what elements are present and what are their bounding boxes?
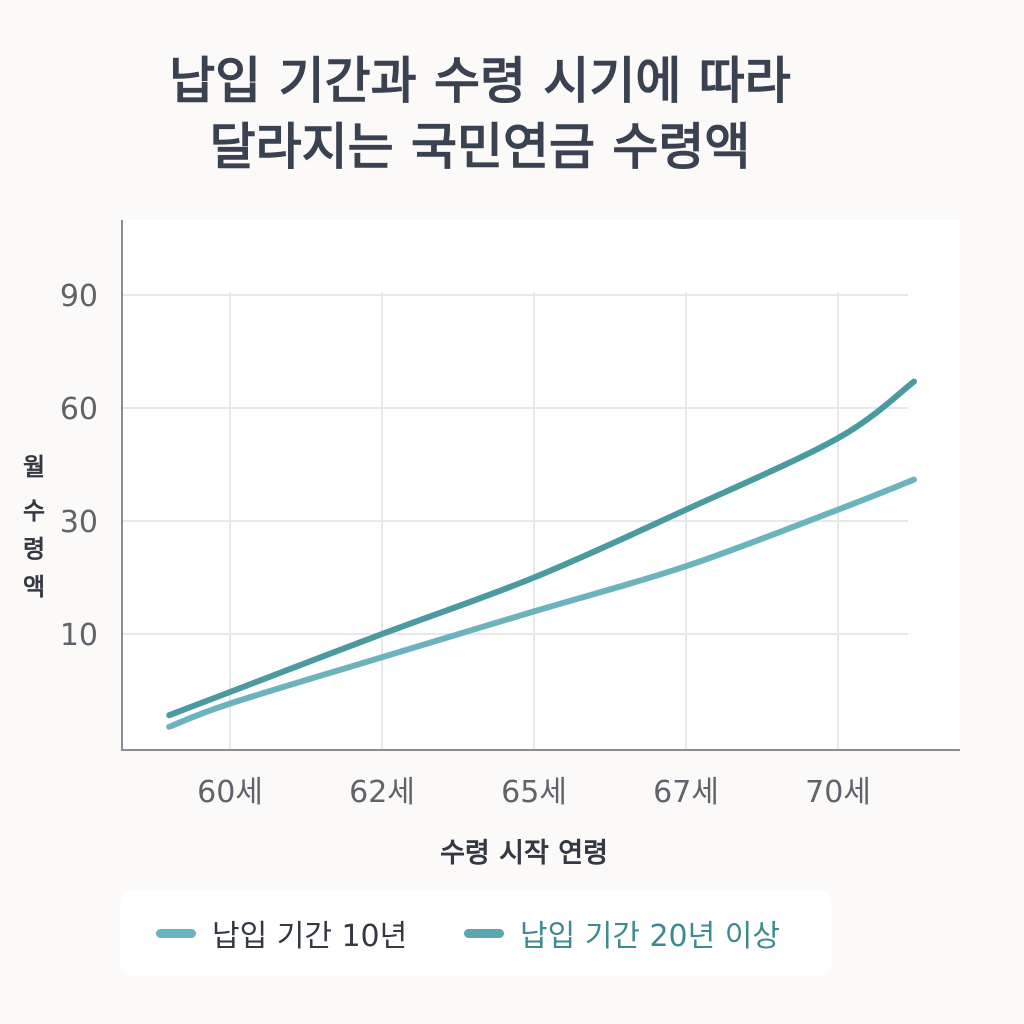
x-tick-label-2: 65세 <box>501 775 567 810</box>
y-tick-label-10: 10 <box>60 618 98 653</box>
chart-title-line-1: 납입 기간과 수령 시기에 따라 <box>169 52 791 110</box>
series-lines <box>166 378 917 730</box>
y-tick-label-30: 30 <box>60 505 98 540</box>
y-tick-label-90: 90 <box>60 279 98 314</box>
legend-item-20yr: 납입 기간 20년 이상 <box>464 911 780 955</box>
legend: 납입 기간 10년 납입 기간 20년 이상 <box>120 890 832 976</box>
chart-title-line-2: 달라지는 국민연금 수령액 <box>209 118 751 176</box>
x-axis-label: 수령 시작 연령 <box>440 838 608 869</box>
y-axis-label-char-1: 수 <box>23 497 45 525</box>
y-tick-label-60: 60 <box>60 392 98 427</box>
chart-title: 납입 기간과 수령 시기에 따라 달라지는 국민연금 수령액 <box>0 48 960 180</box>
legend-item-10yr: 납입 기간 10년 <box>156 911 407 955</box>
y-tick-labels: 10 30 60 90 <box>60 279 98 653</box>
grid <box>122 292 908 750</box>
legend-swatch-10yr <box>156 928 196 938</box>
y-axis-label-char-3: 액 <box>23 573 45 601</box>
x-tick-label-4: 70세 <box>805 775 871 810</box>
series-line-1 <box>166 378 917 719</box>
series-line-0 <box>166 476 917 730</box>
legend-label-20yr: 납입 기간 20년 이상 <box>520 919 780 954</box>
x-tick-labels: 60세 62세 65세 67세 70세 <box>197 775 871 810</box>
y-axis-label-char-2: 령 <box>23 535 45 563</box>
legend-swatch-20yr <box>464 928 504 938</box>
x-tick-label-1: 62세 <box>349 775 415 810</box>
x-tick-label-3: 67세 <box>653 775 719 810</box>
legend-label-10yr: 납입 기간 10년 <box>212 919 408 954</box>
plot-background <box>122 220 960 750</box>
y-axis-label-char-0: 월 <box>23 453 45 481</box>
x-tick-label-0: 60세 <box>197 775 263 810</box>
